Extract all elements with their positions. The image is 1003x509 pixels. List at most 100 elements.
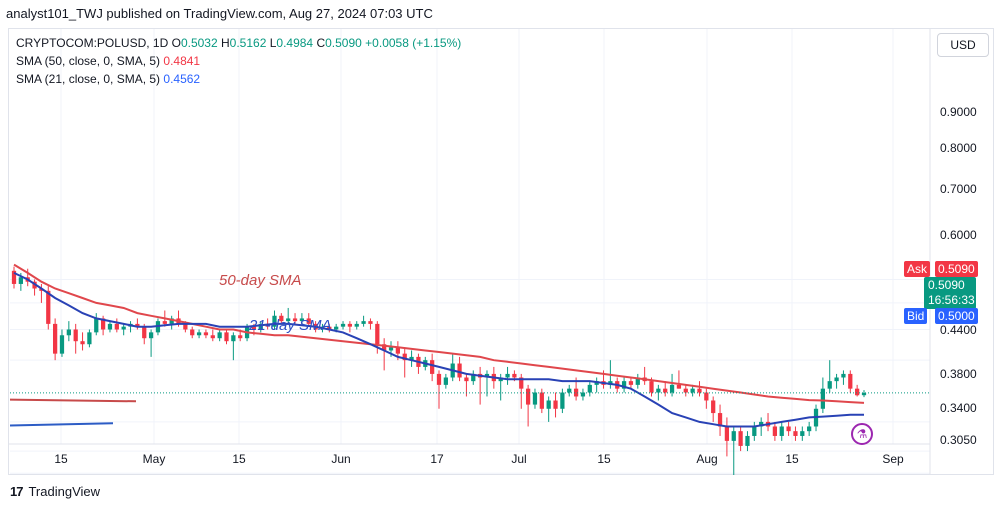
bid-value: 0.5000 xyxy=(938,309,975,323)
sma21-legend-line xyxy=(9,422,114,427)
bid-tag: Bid xyxy=(904,308,928,324)
price-tick: 0.6000 xyxy=(940,228,977,242)
candle-body xyxy=(361,321,366,324)
time-tick: Jul xyxy=(511,452,527,466)
candle-body xyxy=(573,388,579,397)
time-tick: Aug xyxy=(696,452,718,466)
candle-body xyxy=(402,353,407,361)
price-tick: 0.7000 xyxy=(940,182,977,196)
candle-body xyxy=(354,323,359,327)
ask-value-tag: 0.5090 xyxy=(935,261,978,277)
currency-button[interactable]: USD xyxy=(937,33,989,57)
candle-body xyxy=(567,388,572,393)
candle-body xyxy=(169,318,174,324)
candle-body xyxy=(827,381,832,389)
price-tick: 0.3800 xyxy=(940,367,977,381)
ask-label: Ask xyxy=(907,262,928,276)
candle-body xyxy=(635,377,640,385)
price-tick: 0.8000 xyxy=(940,141,977,155)
candle-body xyxy=(368,321,373,324)
publish-line: analyst101_TWJ published on TradingView.… xyxy=(6,6,433,21)
time-tick: 15 xyxy=(232,452,246,466)
sma50-legend-line xyxy=(9,398,137,403)
time-tick: 15 xyxy=(785,452,799,466)
candle-body xyxy=(66,329,71,336)
candle-body xyxy=(375,323,380,345)
candle-body xyxy=(580,392,586,397)
candle-body xyxy=(793,431,798,436)
price-tick: 0.9000 xyxy=(940,105,977,119)
candle-body xyxy=(224,332,229,342)
candle-body xyxy=(752,426,757,436)
footer-brand[interactable]: 17 TradingView xyxy=(10,484,100,499)
candle-body xyxy=(724,426,730,441)
candle-body xyxy=(142,326,147,339)
candle-body xyxy=(53,323,58,354)
candle-body xyxy=(731,431,736,441)
candle-body xyxy=(18,277,23,284)
tradingview-logo-icon: 17 xyxy=(10,484,24,499)
high-label: H xyxy=(221,36,230,50)
last-price: 0.5090 xyxy=(928,278,965,292)
drawing-tools xyxy=(9,398,137,427)
sma50-legend-label[interactable]: SMA (50, close, 0, SMA, 5) xyxy=(16,54,161,68)
candle-body xyxy=(443,377,448,385)
candle-body xyxy=(210,335,215,339)
close-value: 0.5090 xyxy=(325,36,362,50)
candle-body xyxy=(772,426,778,436)
time-tick: Jun xyxy=(331,452,351,466)
high-value: 0.5162 xyxy=(229,36,267,50)
symbol-label[interactable]: CRYPTOCOM:POLUSD, 1D xyxy=(16,36,169,50)
sma50-line xyxy=(13,263,865,404)
candle-body xyxy=(683,388,688,393)
candle-body xyxy=(388,347,394,351)
candle-body xyxy=(121,326,126,330)
candle-body xyxy=(464,377,469,382)
chart-frame xyxy=(8,28,994,475)
candle-body xyxy=(94,318,99,333)
low-label: L xyxy=(269,36,277,50)
candle-body xyxy=(80,341,85,345)
candle-body xyxy=(690,388,695,393)
candle-body xyxy=(560,392,565,409)
candle-body xyxy=(848,373,853,389)
close-label: C xyxy=(316,36,326,50)
candle-body xyxy=(196,332,202,336)
candle-body xyxy=(286,318,291,322)
low-value: 0.4984 xyxy=(276,36,314,50)
candle-body xyxy=(841,373,846,378)
brand-name: TradingView xyxy=(28,484,101,499)
candle-body xyxy=(800,431,805,436)
candle-body xyxy=(779,426,784,436)
candle-body xyxy=(251,326,257,330)
candle-body xyxy=(621,381,627,389)
sma50-annotation[interactable]: 50-day SMA xyxy=(219,272,302,289)
candle-body xyxy=(717,413,723,427)
candle-body xyxy=(759,421,764,427)
flask-icon[interactable]: ⚗ xyxy=(851,423,873,445)
candle-body xyxy=(148,332,154,339)
bar-countdown: 16:56:33 xyxy=(928,293,975,307)
candle-body xyxy=(711,400,716,414)
sma21-annotation[interactable]: 21-day SMA xyxy=(249,317,332,334)
candle-body xyxy=(87,332,92,345)
candle-body xyxy=(382,344,387,351)
candle-body xyxy=(203,332,209,336)
candle-body xyxy=(807,426,812,432)
candle-body xyxy=(546,400,551,409)
candle-body xyxy=(820,388,825,409)
candle-body xyxy=(855,388,860,396)
candle-body xyxy=(272,315,277,327)
sma21-legend-label[interactable]: SMA (21, close, 0, SMA, 5) xyxy=(16,72,161,86)
candle-body xyxy=(299,318,305,322)
price-tick: 0.3050 xyxy=(940,433,977,447)
candle-body xyxy=(73,329,78,342)
candle-body xyxy=(861,392,867,396)
candle-body xyxy=(430,360,435,374)
price-tick: 0.3400 xyxy=(940,401,977,415)
last-price-box: 0.5090 16:56:33 xyxy=(924,277,976,309)
candle-body xyxy=(745,435,750,446)
candle-body xyxy=(656,388,661,393)
candle-body xyxy=(553,400,558,409)
